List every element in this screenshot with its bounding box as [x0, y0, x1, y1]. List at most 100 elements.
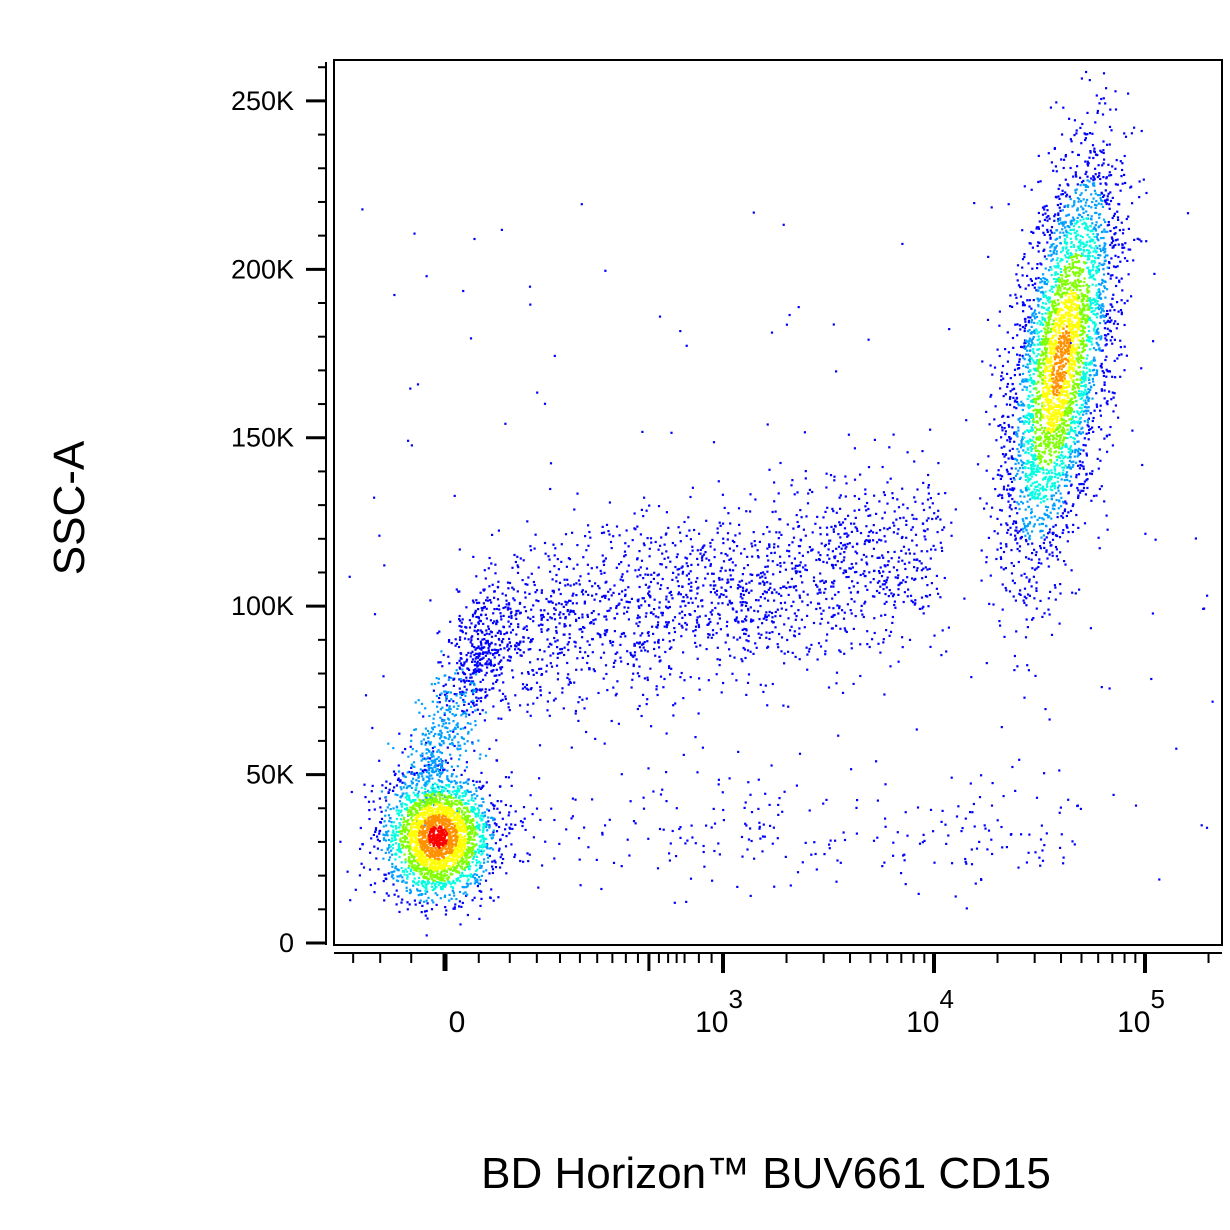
event-dot: [1211, 700, 1214, 703]
event-dot: [1202, 607, 1205, 610]
event-dot: [1077, 494, 1080, 497]
event-dot: [397, 895, 400, 898]
event-dot: [487, 658, 490, 661]
event-dot: [1054, 545, 1058, 549]
event-dot: [1108, 433, 1111, 436]
event-dot: [632, 820, 636, 823]
event-dot: [452, 786, 455, 789]
event-dot: [862, 615, 865, 619]
event-dot: [887, 560, 890, 563]
event-dot: [1127, 273, 1130, 276]
event-dot: [427, 776, 430, 779]
event-dot: [1005, 589, 1008, 592]
event-dot: [729, 654, 732, 657]
event-dot: [868, 531, 871, 534]
event-dot: [506, 649, 510, 652]
event-dot: [897, 660, 900, 663]
event-dot: [1046, 278, 1049, 282]
event-dot: [762, 617, 765, 620]
event-dot: [839, 542, 842, 545]
event-dot: [601, 833, 604, 836]
event-dot: [915, 558, 918, 561]
event-dot: [410, 753, 413, 756]
event-dot: [844, 629, 847, 632]
event-dot: [1013, 387, 1016, 390]
event-dot: [1107, 220, 1110, 224]
event-dot: [980, 579, 983, 582]
event-dot: [795, 514, 798, 517]
event-dot: [1119, 160, 1122, 163]
event-dot: [410, 786, 413, 789]
event-dot: [1021, 258, 1025, 261]
event-dot: [497, 662, 500, 665]
event-dot: [895, 518, 898, 521]
event-dot: [1007, 203, 1010, 206]
event-dot: [879, 585, 882, 588]
event-dot: [450, 757, 453, 760]
event-dot: [418, 711, 421, 714]
event-dot: [495, 823, 498, 826]
event-dot: [491, 583, 494, 586]
event-dot: [580, 668, 583, 671]
event-dot: [681, 585, 684, 588]
event-dot: [1055, 499, 1058, 502]
event-dot: [1030, 340, 1033, 343]
event-dot: [1026, 500, 1029, 503]
event-dot: [478, 757, 481, 760]
event-dot: [812, 621, 816, 625]
event-dot: [1089, 150, 1092, 153]
event-dot: [487, 856, 490, 859]
event-dot: [642, 515, 645, 518]
event-dot: [1040, 291, 1043, 294]
event-dot: [473, 689, 477, 692]
event-dot: [391, 870, 394, 874]
event-dot: [861, 613, 864, 616]
event-dot: [476, 670, 479, 673]
event-dot: [1015, 296, 1018, 299]
event-dot: [421, 904, 424, 907]
event-dot: [486, 853, 489, 856]
event-dot: [658, 646, 661, 649]
event-dot: [493, 620, 496, 623]
event-dot: [437, 681, 440, 684]
event-dot: [798, 752, 802, 755]
event-dot: [973, 202, 976, 205]
event-dot: [741, 586, 745, 589]
event-dot: [504, 776, 508, 779]
event-dot: [1099, 414, 1102, 417]
event-dot: [516, 590, 519, 593]
event-dot: [620, 660, 623, 663]
event-dot: [479, 864, 482, 867]
event-dot: [464, 715, 468, 718]
event-dot: [791, 541, 794, 544]
event-dot: [679, 540, 682, 543]
event-dot: [791, 479, 794, 482]
event-dot: [709, 545, 712, 548]
event-dot: [499, 856, 502, 859]
event-dot: [681, 616, 684, 619]
event-dot: [380, 817, 384, 820]
event-dot: [1145, 240, 1148, 243]
event-dot: [721, 791, 724, 794]
event-dot: [540, 614, 543, 617]
event-dot: [411, 765, 414, 768]
event-dot: [1072, 503, 1075, 506]
event-dot: [552, 543, 555, 546]
event-dot: [488, 633, 491, 636]
event-dot: [1014, 537, 1017, 540]
event-dot: [637, 598, 640, 601]
event-dot: [859, 674, 862, 678]
event-dot: [416, 383, 420, 386]
event-dot: [482, 870, 485, 873]
event-dot: [700, 556, 704, 559]
event-dot: [443, 895, 446, 898]
event-dot: [1028, 578, 1031, 581]
event-dot: [914, 599, 917, 602]
event-dot: [492, 829, 495, 832]
event-dot: [506, 659, 509, 662]
event-dot: [439, 716, 442, 719]
event-dot: [832, 585, 835, 588]
event-dot: [487, 643, 490, 646]
event-dot: [669, 673, 672, 676]
event-dot: [1011, 388, 1014, 391]
